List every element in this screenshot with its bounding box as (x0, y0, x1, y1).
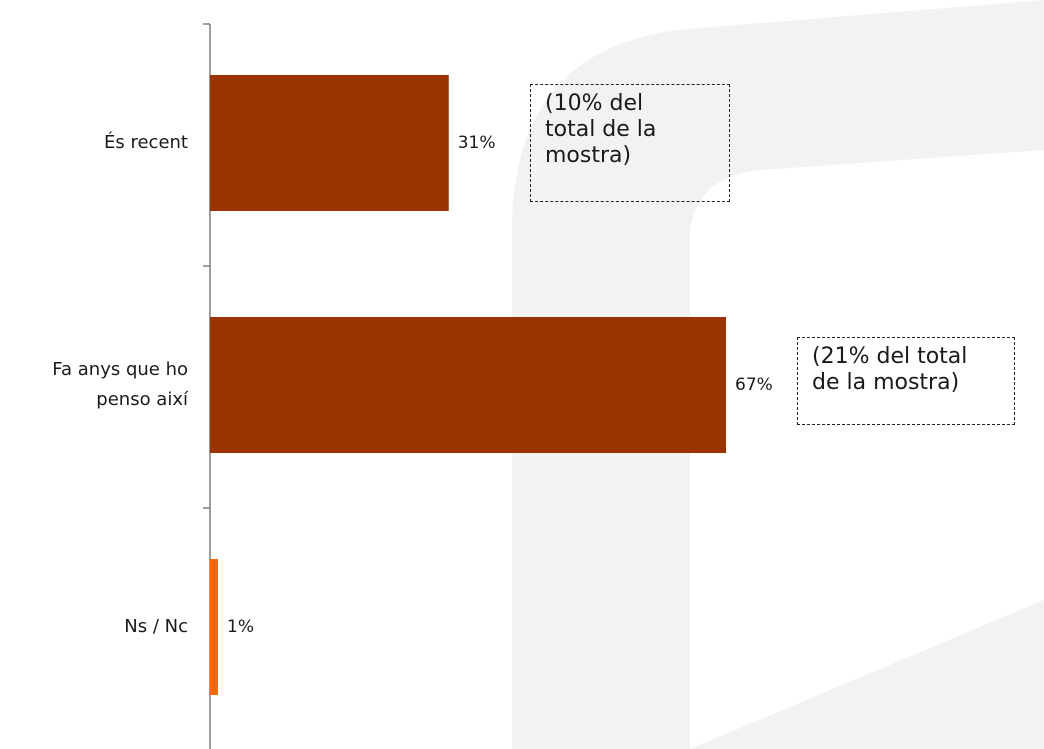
category-label: És recent (104, 132, 188, 153)
bar-3 (210, 559, 218, 695)
category-label: Ns / Nc (124, 616, 188, 637)
bar-1 (210, 75, 449, 211)
category-label: Fa anys que ho penso així (52, 359, 188, 410)
annotation-callout: (21% del total de la mostra) (797, 337, 1015, 425)
value-label: 31% (457, 133, 496, 153)
value-label: 1% (227, 617, 254, 637)
bar-2 (210, 317, 726, 453)
annotation-callout: (10% del total de la mostra) (530, 84, 730, 202)
value-label: 67% (735, 375, 773, 395)
